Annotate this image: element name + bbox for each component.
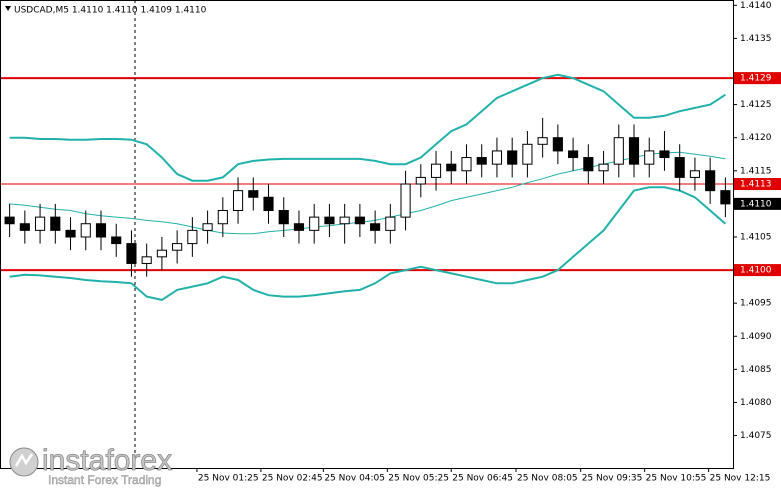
x-tick-label: 25 Nov 09:35 [582,474,643,484]
candle-body [263,196,274,212]
y-tick-label: 1.4115 [740,166,772,176]
logo: instaforex Instant Forex Trading [9,444,172,487]
logo-icon-mark [14,453,34,467]
candle-body [248,190,259,198]
candle-body [659,150,670,159]
candle-body [430,163,442,178]
candle-body [705,170,716,192]
chart-title: USDCAD,M5 1.4110 1.4110 1.4109 1.4110 [14,6,207,16]
candle-body [644,150,655,165]
band-middle [9,151,726,235]
candle-body [446,163,457,172]
candle-body [50,216,61,231]
candle-body [674,157,685,178]
level-label-box [734,72,781,85]
candle-body [278,210,289,225]
last-price-label: 1.4110 [740,199,772,209]
plot-frame [0,0,734,469]
band-lower [9,186,727,301]
logo-name: instaforex [42,444,172,477]
band-upper [9,73,726,182]
level-label: 1.4113 [740,180,772,190]
candle-body [141,256,152,264]
y-tick-label: 1.4095 [740,299,772,309]
candle-body [415,176,426,185]
x-tick-label: 25 Nov 01:25 [198,474,259,484]
candle-body [476,157,487,165]
candle-body [354,216,365,225]
x-tick-label: 25 Nov 06:45 [452,474,513,484]
candle-body [552,137,563,152]
y-tick-label: 1.4120 [740,133,772,143]
candle-body [65,229,76,238]
y-tick-label: 1.4080 [740,398,772,408]
candle-body [628,137,640,165]
candle-body [126,243,137,264]
candle-body [689,170,700,178]
candle-body [522,143,533,165]
y-tick-label: 1.4075 [740,431,772,441]
candle-body [187,229,198,245]
candle-body [324,216,335,225]
level-label-box [734,178,781,191]
logo-tagline: Instant Forex Trading [48,473,161,487]
candle-body [19,223,30,231]
candle-body [111,236,122,245]
candle-body [293,223,305,231]
candle-body [80,223,91,238]
candle-body [232,190,244,212]
candle-body [568,150,579,159]
level-label: 1.4100 [740,266,772,276]
candle-body [720,190,731,205]
x-tick-label: 25 Nov 12:15 [710,474,771,484]
y-tick-label: 1.4090 [740,332,772,342]
x-tick-label: 25 Nov 05:25 [388,474,449,484]
grid-layer [0,77,733,272]
y-tick-label: 1.4105 [740,232,772,242]
y-tick-label: 1.4135 [740,34,772,44]
level-label-box [734,264,781,277]
candle-body [598,163,609,172]
x-tick-label: 25 Nov 08:05 [517,474,578,484]
y-tick-label: 1.4140 [740,1,772,11]
level-label: 1.4129 [740,74,772,84]
x-tick-label: 25 Nov 04:05 [324,474,385,484]
axis-layer: 1.4140 1.4135 1.4125 1.4120 1.4115 1.4105 1.40… [196,1,781,484]
symbol-icon [5,6,11,11]
last-price-box [734,197,781,210]
candle-body [461,157,472,172]
candle-body [400,183,411,218]
candle-body [613,137,624,165]
x-tick-label: 25 Nov 10:55 [646,474,707,484]
candle-body [4,216,15,225]
candle-body [370,223,381,231]
y-tick-label: 1.4085 [740,365,772,375]
candle-body [172,243,183,251]
candle-body [309,216,320,231]
x-tick-label: 25 Nov 02:45 [262,474,323,484]
y-tick-label: 1.4125 [740,100,772,110]
candle-body [35,216,46,231]
candle-body [385,216,396,231]
candle-body [339,216,350,225]
candle-body [202,223,213,231]
candle-body [217,210,228,225]
candle-body [156,249,167,258]
mark-layer [4,73,731,301]
candle-body [537,137,548,145]
candle-body [583,157,594,172]
candle-body [95,223,107,238]
candle-body [491,150,503,165]
candle-body [507,150,518,165]
